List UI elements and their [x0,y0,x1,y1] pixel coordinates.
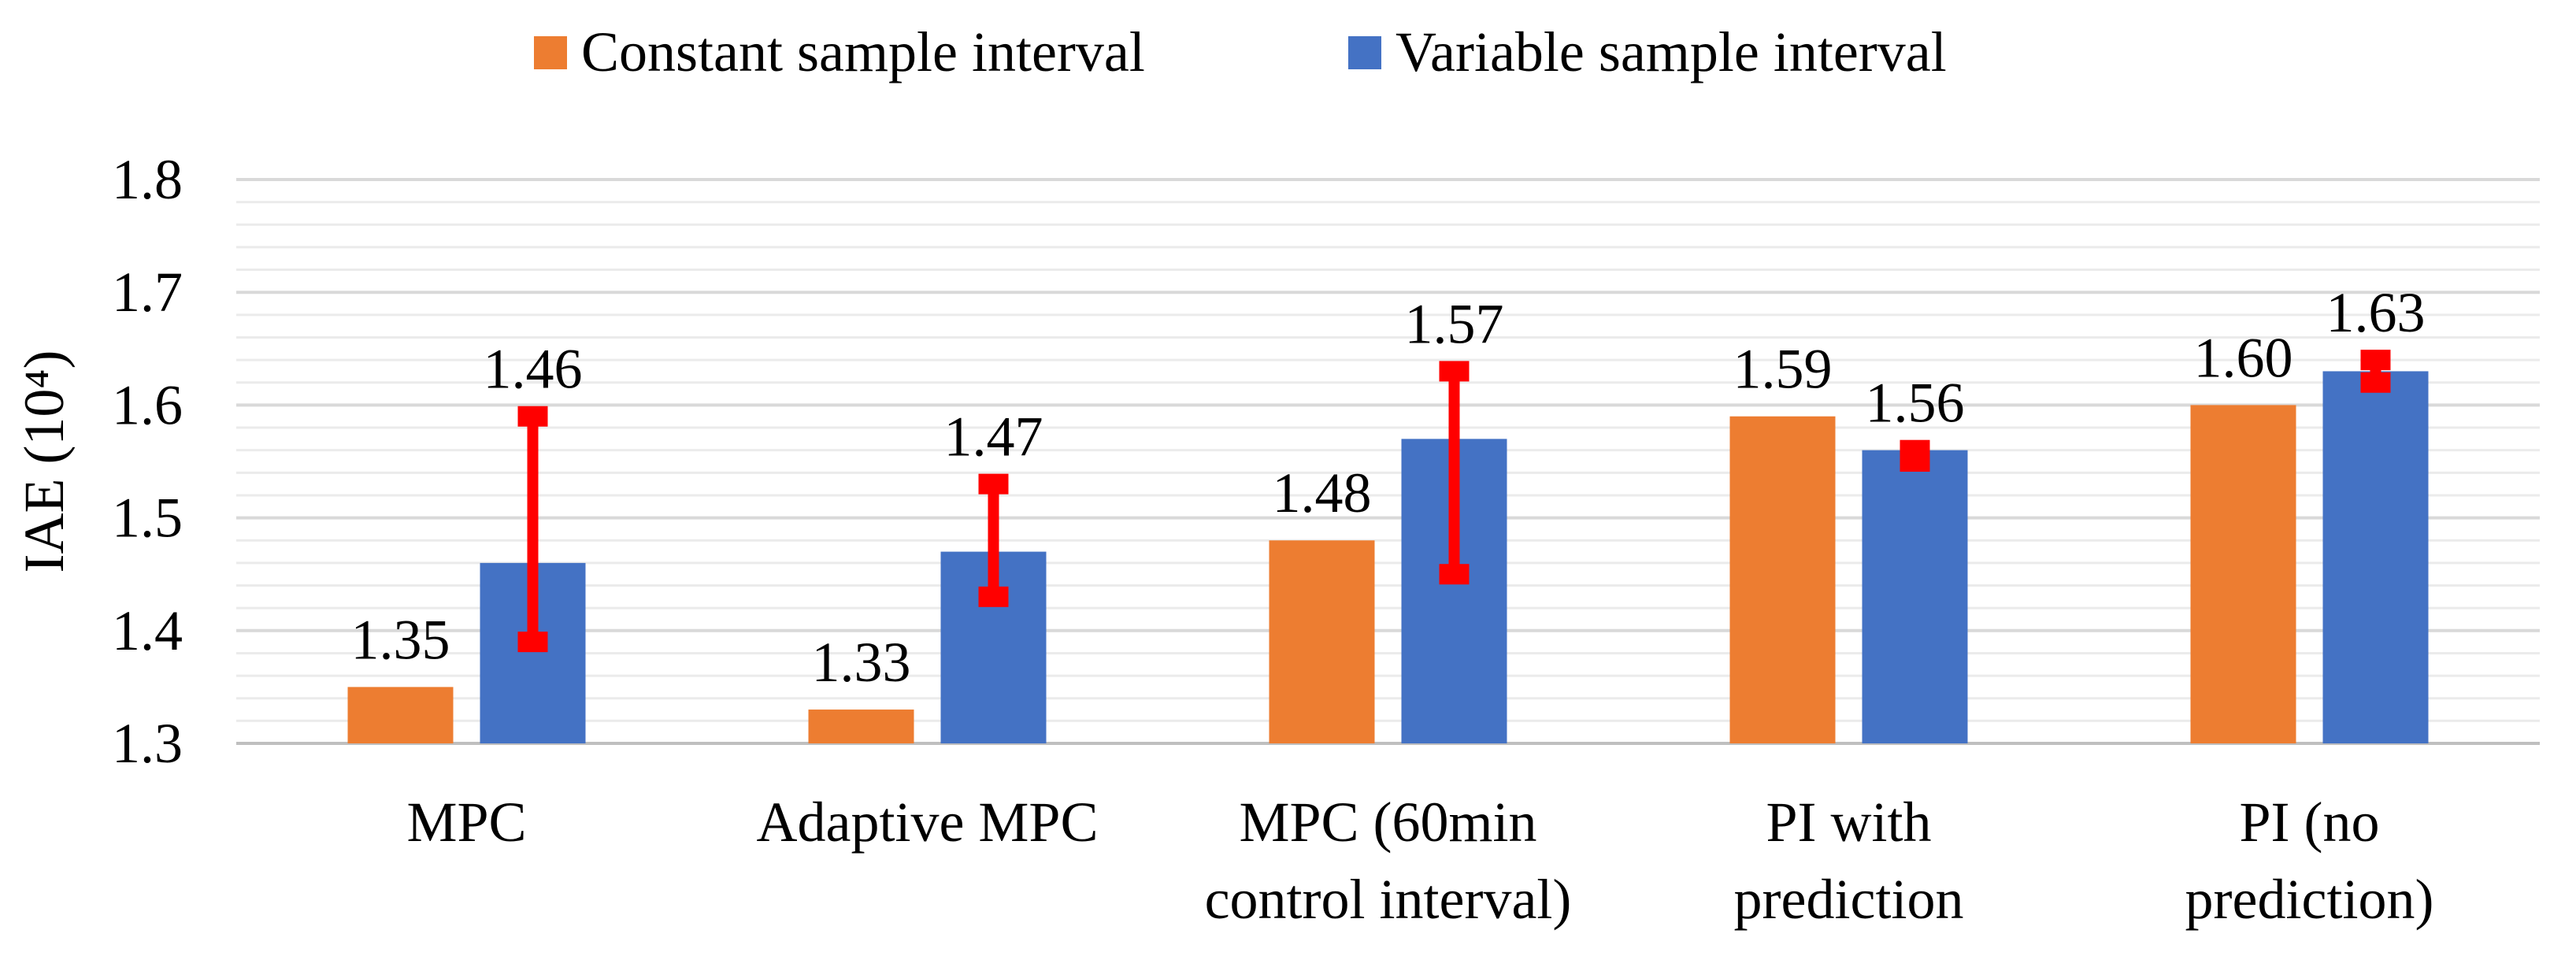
error-bar-cap-high [1439,361,1470,382]
error-bar-cap-low [1900,451,1930,472]
y-tick-label: 1.8 [112,148,183,211]
y-axis-title: IAE (10⁴) [13,350,76,572]
x-category-label: MPC (60min [1239,791,1536,854]
x-category-label: PI with [1766,791,1931,854]
y-tick-label: 1.7 [112,261,183,324]
x-category-label: PI (no [2240,791,2380,854]
data-label: 1.60 [2194,326,2293,389]
bar [2190,405,2296,743]
data-label: 1.59 [1733,338,1833,401]
data-label: 1.33 [812,631,911,694]
y-tick-label: 1.3 [112,712,183,775]
x-category-label: control interval) [1205,868,1572,931]
x-category-label: Adaptive MPC [756,791,1098,854]
error-bar-cap-high [2360,350,2391,371]
bar [2322,371,2429,743]
legend-swatch [1348,36,1381,69]
x-category-label: MPC [406,791,526,854]
x-category-label: prediction) [2185,868,2434,931]
y-tick-label: 1.4 [112,599,183,662]
bar [1729,416,1836,743]
legend-label: Constant sample interval [581,20,1145,83]
legend-swatch [534,36,567,69]
error-bar-cap-high [517,406,548,427]
y-tick-label: 1.6 [112,373,183,436]
data-label: 1.56 [1866,372,1965,435]
data-label: 1.35 [351,608,450,671]
bar [1862,450,1968,743]
error-bar-cap-low [1439,564,1470,585]
data-label: 1.63 [2326,281,2426,344]
x-category-label: prediction [1734,868,1964,931]
data-label: 1.47 [944,406,1043,469]
data-label: 1.48 [1273,461,1372,524]
error-bar-cap-low [978,586,1009,607]
y-tick-label: 1.5 [112,487,183,550]
bar [1269,540,1375,743]
error-bar-cap-low [517,632,548,653]
legend-label: Variable sample interval [1395,20,1947,83]
data-label: 1.57 [1405,292,1504,355]
error-bar-cap-high [978,473,1009,495]
bar [808,710,914,743]
bar [347,687,454,743]
data-label: 1.46 [484,338,583,401]
error-bar-cap-low [2360,372,2391,393]
